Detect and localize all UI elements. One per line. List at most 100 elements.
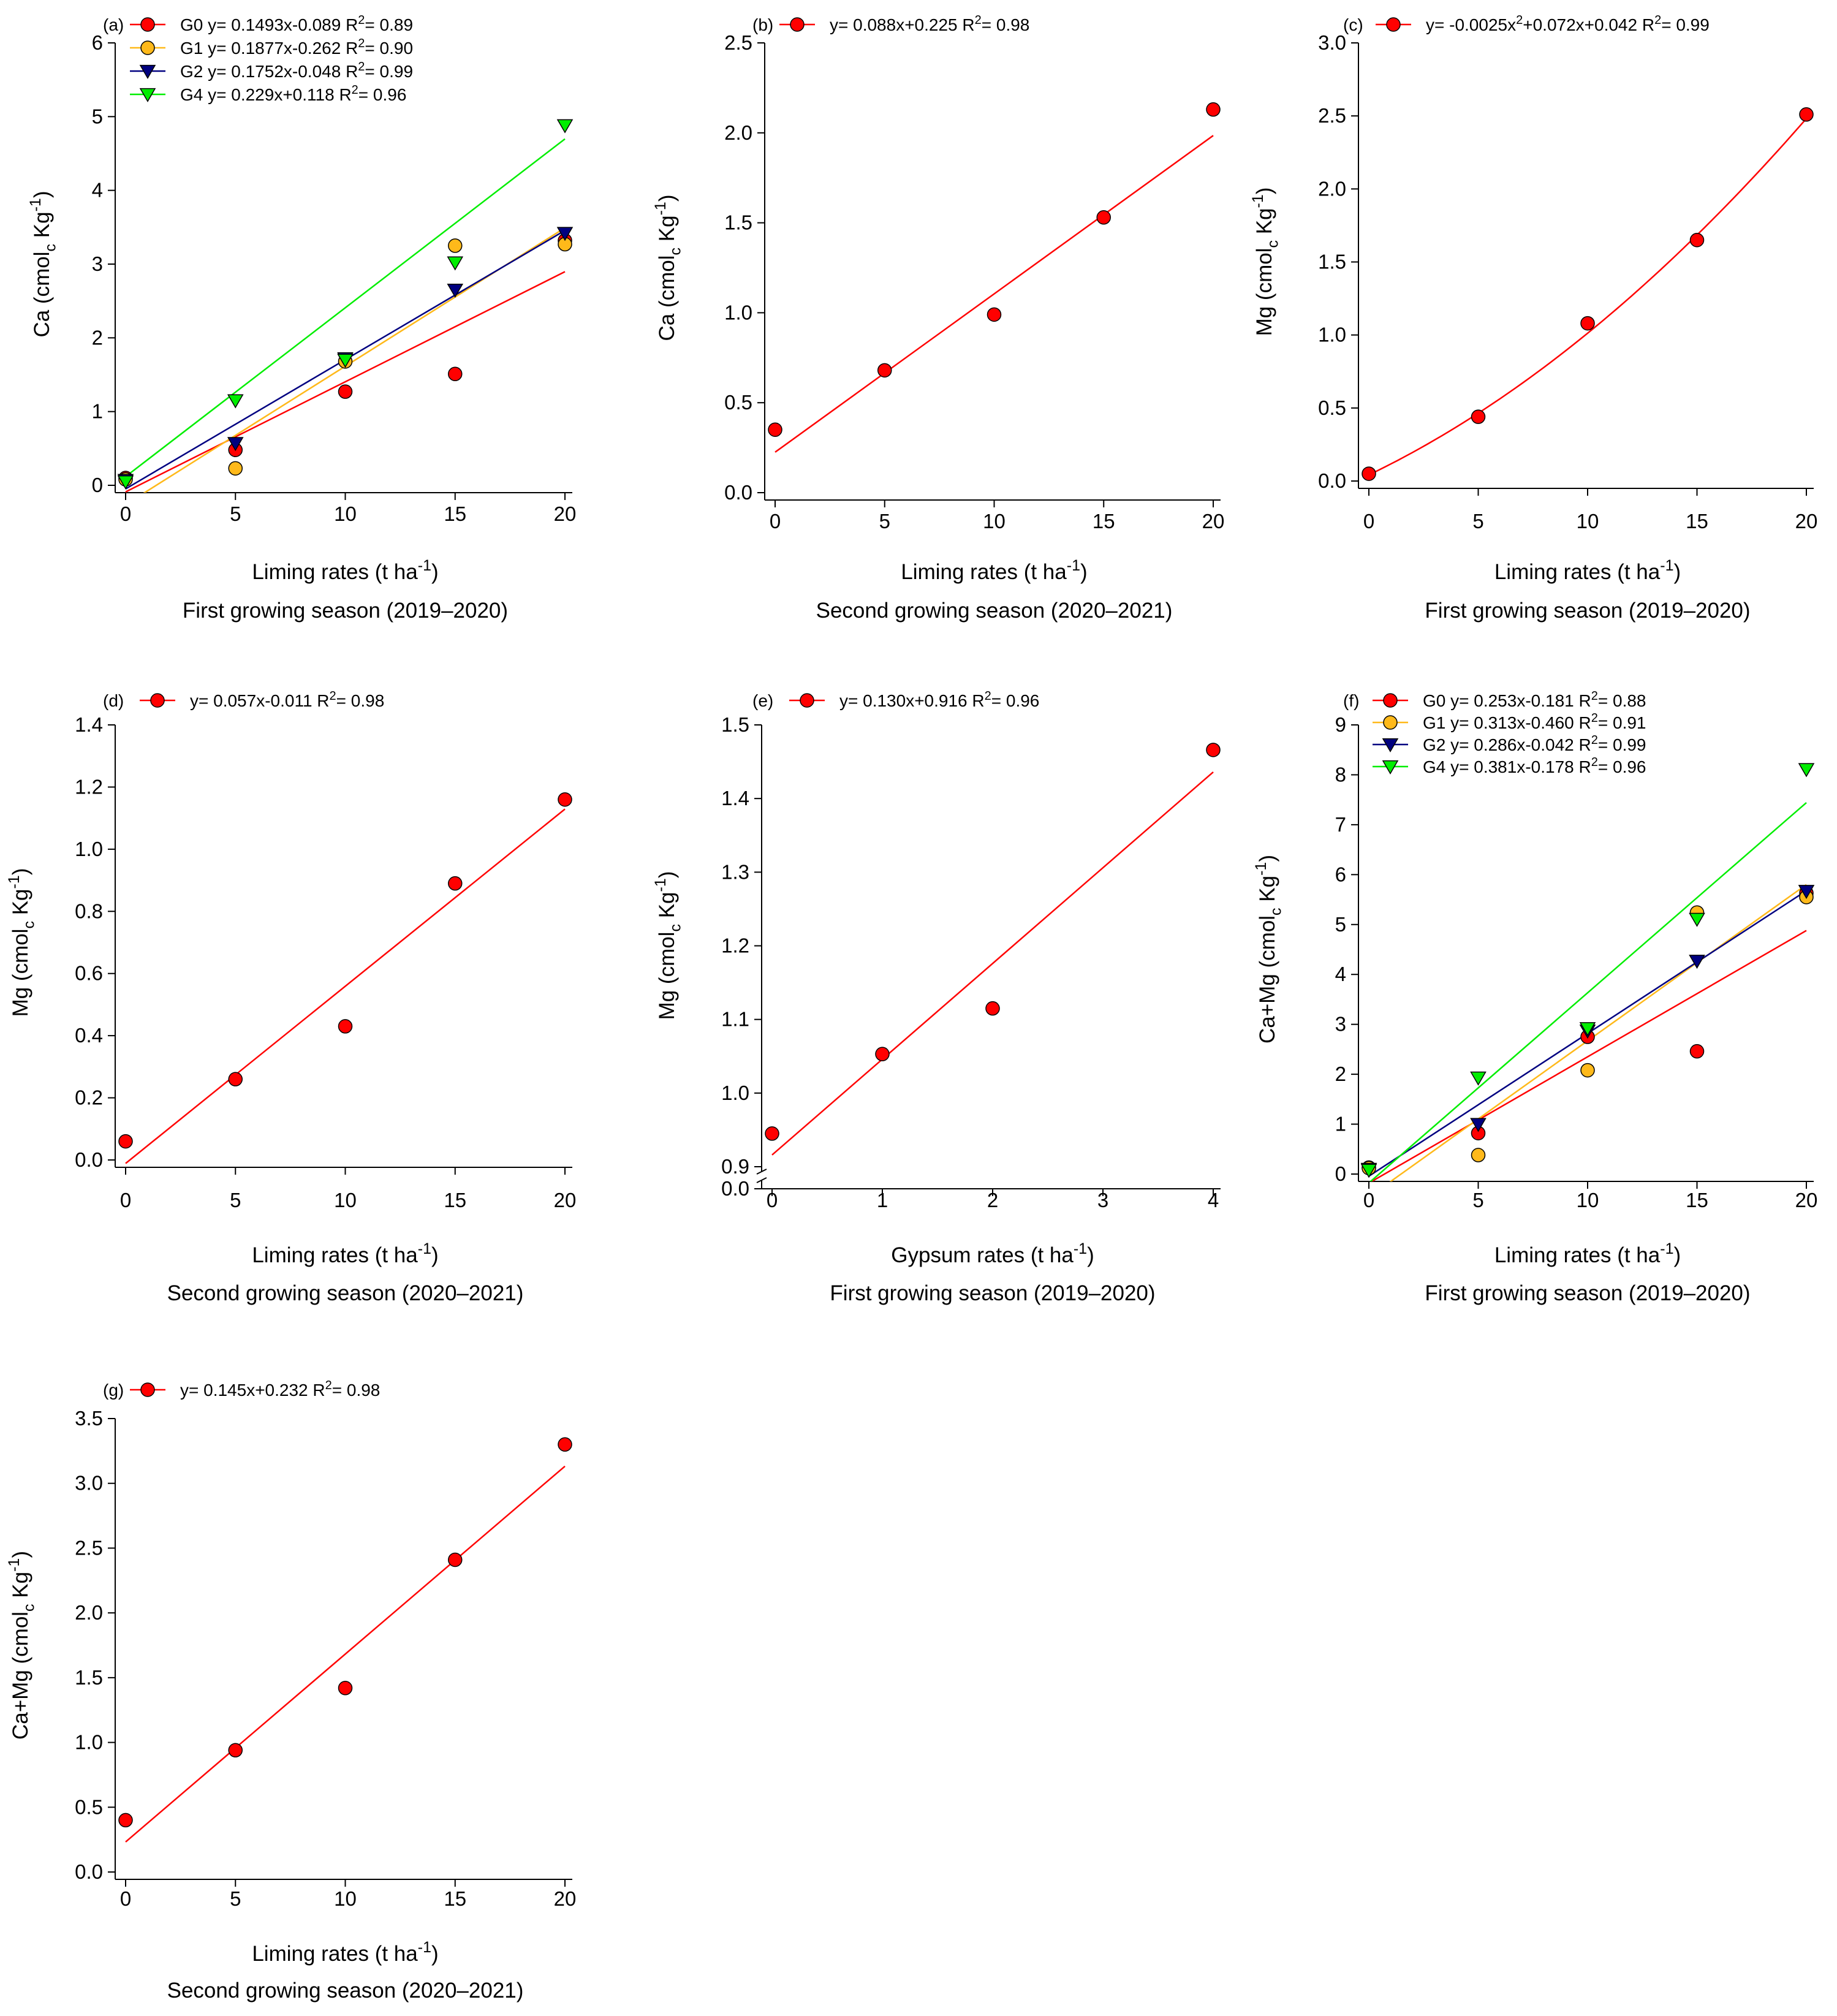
y-axis-title: Ca+Mg (cmolc Kg-1)	[1252, 855, 1285, 1044]
panel-label: (c)	[1343, 15, 1363, 34]
x-axis-title: Gypsum rates (t ha-1)	[891, 1240, 1094, 1267]
legend-marker	[140, 1382, 155, 1397]
data-point-g0	[338, 1019, 353, 1034]
y-tick-label: 9	[1335, 713, 1346, 736]
legend-marker	[790, 17, 805, 32]
legend-entry: G2 y= 0.1752x-0.048 R2= 0.99	[180, 60, 413, 81]
x-tick-label: 15	[444, 502, 466, 525]
data-point-g2	[556, 227, 574, 241]
x-tick-label: 10	[1577, 1189, 1599, 1211]
panel-label: (f)	[1343, 691, 1359, 710]
data-point-g0	[1362, 466, 1376, 481]
x-tick-label: 0	[1363, 1189, 1374, 1211]
legend-entry: y= -0.0025x2+0.072x+0.042 R2= 0.99	[1426, 13, 1710, 34]
x-tick-label: 1	[877, 1189, 888, 1211]
y-tick-label: 6	[1335, 863, 1346, 885]
chart-panel-e: 0.00.9 1.0 1.1 1.2 1.3 1.4 1.5 0 1 2 3 4 Gypsum rate…	[652, 689, 1221, 1305]
y-tick-label: 3.0	[1318, 31, 1346, 54]
legend-entry: G1 y= 0.1877x-0.262 R2= 0.90	[180, 37, 413, 58]
data-point-g0	[448, 1552, 463, 1567]
legend-marker	[1383, 693, 1398, 708]
y-tick-label: 0.0	[75, 1148, 103, 1171]
x-axis-title: Liming rates (t ha-1)	[1494, 1240, 1681, 1267]
y-tick-label: 0.0	[724, 481, 752, 504]
x-tick-label: 20	[1202, 510, 1225, 532]
y-tick-label: 3.0	[75, 1472, 103, 1495]
axis-break-mark	[756, 1177, 767, 1183]
y-axis-title: Mg (cmolc Kg-1)	[6, 868, 38, 1017]
data-point-g0	[765, 1126, 779, 1141]
legend-marker	[1386, 17, 1401, 32]
x-tick-label: 5	[230, 1189, 241, 1211]
x-tick-label: 20	[1795, 1189, 1818, 1211]
y-tick-label: 8	[1335, 763, 1346, 786]
y-tick-label: 0.9	[721, 1155, 749, 1178]
x-tick-label: 20	[1795, 510, 1818, 532]
x-tick-label: 2	[987, 1189, 998, 1211]
fit-line-g4	[1369, 801, 1807, 1181]
data-point-g1	[1471, 1148, 1486, 1162]
y-tick-label: 1.0	[75, 1731, 103, 1754]
data-point-g4	[1360, 1164, 1377, 1178]
y-tick-label: 1.5	[724, 211, 752, 234]
data-point-g0	[448, 366, 463, 382]
chart-panel-c: 0.0 0.5 1.0 1.5 2.0 2.5 3.0 0 5 10 15 20 Liming rate…	[1249, 13, 1817, 623]
fit-line-g0	[1368, 118, 1807, 476]
data-point-g4	[1470, 1071, 1487, 1086]
y-tick-label: 0.5	[1318, 396, 1346, 419]
y-tick-label: 2.0	[724, 121, 752, 144]
legend-marker	[139, 88, 156, 102]
axis-break-mark	[756, 1169, 767, 1175]
season-caption: Second growing season (2020–2021)	[167, 1979, 524, 2003]
x-tick-label: 5	[230, 502, 241, 525]
x-tick-label: 10	[334, 502, 357, 525]
data-point-g0	[338, 384, 353, 399]
data-point-g4	[556, 119, 574, 134]
fit-line-g0	[1370, 930, 1807, 1181]
data-point-g4	[1689, 912, 1705, 927]
y-tick-label: 0.0	[1318, 469, 1346, 492]
data-point-g0	[1799, 107, 1814, 122]
legend-entry: y= 0.057x-0.011 R2= 0.98	[190, 689, 384, 710]
x-tick-label: 0	[770, 510, 781, 532]
legend-marker	[800, 693, 814, 708]
data-point-g0	[338, 1681, 353, 1696]
y-tick-label: 4	[92, 179, 103, 202]
season-caption: Second growing season (2020–2021)	[167, 1281, 524, 1305]
x-axis-title: Liming rates (t ha-1)	[1494, 557, 1681, 584]
data-point-g0	[1206, 102, 1221, 117]
y-tick-label: 0.0	[75, 1860, 103, 1883]
data-point-g1	[228, 461, 243, 476]
data-point-g4	[337, 354, 354, 368]
x-tick-label: 15	[1686, 1189, 1708, 1211]
data-point-g0	[875, 1047, 890, 1061]
y-tick-label: 1.3	[721, 860, 749, 883]
y-tick-label: 2.5	[1318, 104, 1346, 127]
x-tick-label: 15	[444, 1887, 466, 1910]
x-tick-label: 3	[1097, 1189, 1108, 1211]
x-tick-label: 0	[120, 1887, 131, 1910]
x-axis-title: Liming rates (t ha-1)	[252, 1939, 438, 1966]
season-caption: First growing season (2019–2020)	[183, 599, 508, 623]
legend-marker	[140, 40, 155, 55]
y-tick-label: 0	[1335, 1162, 1346, 1185]
x-tick-label: 15	[1686, 510, 1708, 532]
season-caption: First growing season (2019–2020)	[1425, 1281, 1750, 1305]
data-point-g0	[118, 1813, 133, 1828]
y-axis-title: Mg (cmolc Kg-1)	[1249, 188, 1282, 336]
y-tick-label: 1	[92, 400, 103, 423]
fit-line-g0	[771, 771, 1214, 1156]
x-tick-label: 10	[983, 510, 1006, 532]
legend-entry: G4 y= 0.229x+0.118 R2= 0.96	[180, 83, 406, 104]
y-tick-label: 5	[1335, 913, 1346, 936]
x-tick-label: 10	[334, 1887, 357, 1910]
y-axis-title: Ca+Mg (cmolc Kg-1)	[6, 1551, 38, 1740]
x-axis-title: Liming rates (t ha-1)	[901, 557, 1087, 584]
x-tick-label: 0	[120, 502, 131, 525]
y-tick-label: 1.1	[721, 1008, 749, 1031]
legend-entry: G0 y= 0.1493x-0.089 R2= 0.89	[180, 13, 413, 34]
panel-label: (e)	[752, 691, 773, 710]
y-tick-label: 1.4	[75, 713, 103, 736]
fit-line-g0	[125, 1465, 566, 1843]
